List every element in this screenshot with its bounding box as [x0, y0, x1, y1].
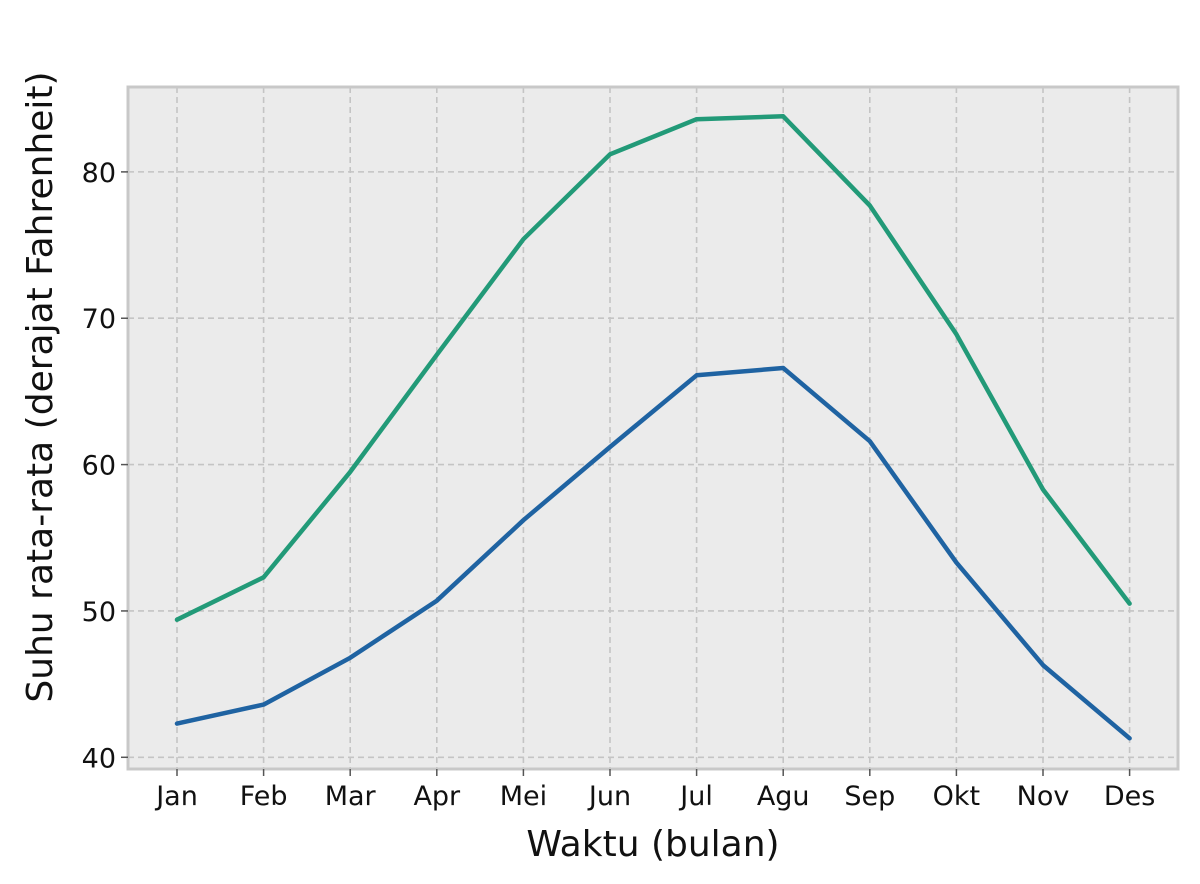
x-tick-label: Jul	[678, 781, 713, 812]
series-lines	[174, 114, 1132, 741]
gridlines	[128, 87, 1178, 769]
y-axis-ticks: 40 50 60 70 80	[82, 158, 128, 774]
x-tick-label: Mar	[325, 781, 377, 812]
x-axis-label: Waktu (bulan)	[526, 824, 779, 865]
x-tick-label: Jan	[154, 781, 198, 812]
x-tick-label: Sep	[844, 781, 895, 812]
y-tick-label: 70	[82, 304, 116, 335]
y-axis-label: Suhu rata-rata (derajat Fahrenheit)	[20, 71, 61, 702]
x-tick-label: Nov	[1017, 781, 1070, 812]
plot-area	[128, 87, 1178, 769]
x-tick-label: Jun	[587, 781, 631, 812]
x-tick-label: Apr	[413, 781, 461, 812]
y-tick-label: 50	[82, 597, 116, 628]
x-tick-label: Mei	[500, 781, 547, 812]
x-tick-label: Okt	[933, 781, 980, 812]
x-tick-label: Agu	[757, 781, 810, 812]
x-tick-label: Des	[1104, 781, 1155, 812]
y-tick-label: 80	[82, 158, 116, 189]
x-tick-label: Feb	[240, 781, 288, 812]
y-tick-label: 40	[82, 743, 116, 774]
series-line-2	[174, 365, 1132, 741]
x-axis-ticks: Jan Feb Mar Apr Mei Jun Jul Agu Sep Okt Nov Des	[154, 769, 1155, 812]
y-tick-label: 60	[82, 451, 116, 482]
series-line-1	[174, 114, 1132, 622]
plot-frame	[126, 85, 1180, 771]
